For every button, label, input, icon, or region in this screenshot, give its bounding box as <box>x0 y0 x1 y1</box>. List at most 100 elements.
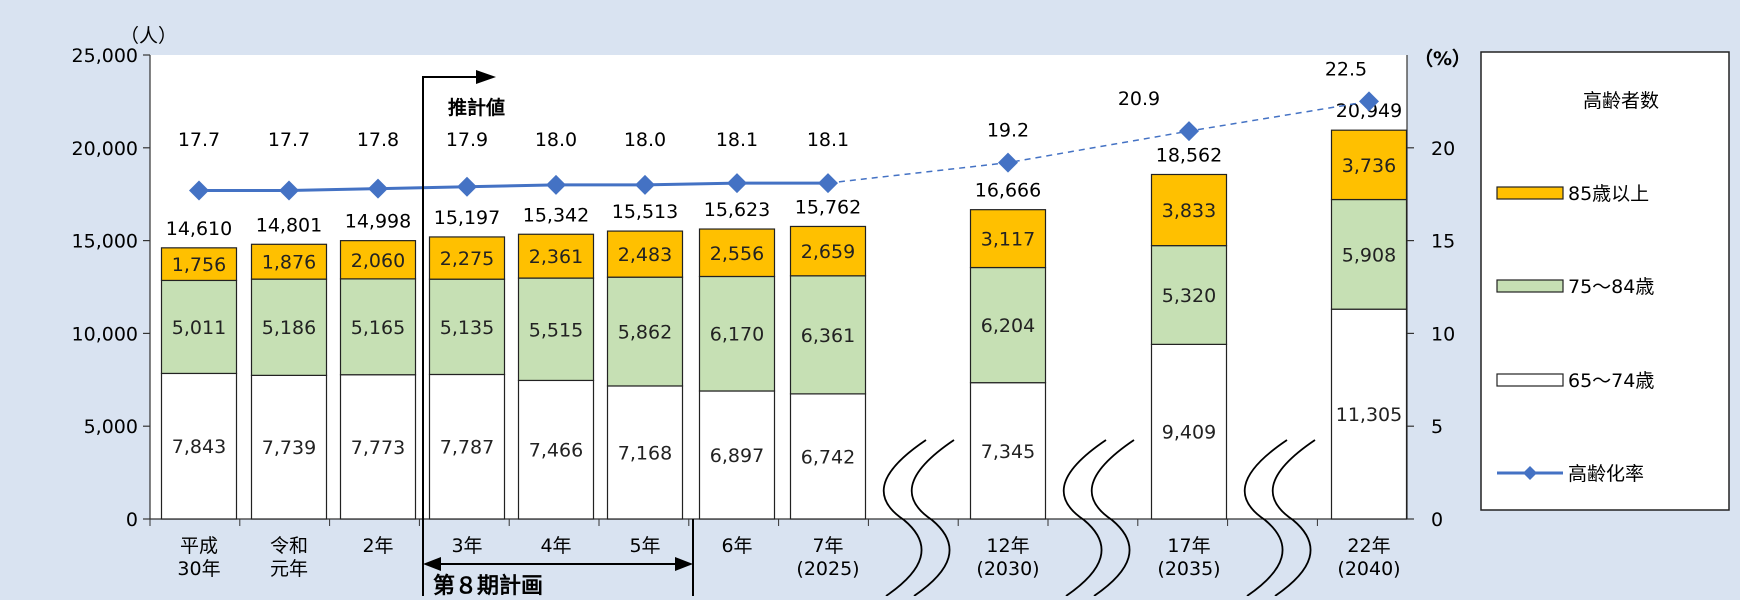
rate-marker <box>1179 121 1199 142</box>
bar-value-label: 6,204 <box>981 315 1035 337</box>
bar-segment <box>1330 129 1408 201</box>
bar-value-label: 5,135 <box>440 317 494 339</box>
rate-value-label: 17.7 <box>268 129 310 151</box>
bar-segment <box>250 278 328 376</box>
bar-value-label: 6,897 <box>710 445 764 467</box>
projection-arrow-head <box>476 70 496 84</box>
bar-total-label: 16,666 <box>975 180 1041 202</box>
rate-value-label: 20.9 <box>1118 88 1160 110</box>
axis-break-mark <box>1271 439 1316 597</box>
rate-marker <box>457 176 477 197</box>
x-category-label: 6年 <box>721 535 752 557</box>
projection-label: 推計値 <box>448 96 505 119</box>
bar-value-label: 5,862 <box>618 322 672 344</box>
x-category-label: 30年 <box>177 558 220 580</box>
y-left-unit: （人） <box>120 25 177 47</box>
bar-value-label: 6,742 <box>801 446 855 468</box>
rate-value-label: 18.0 <box>624 129 666 151</box>
bar-value-label: 5,320 <box>1162 285 1216 307</box>
bar-total-label: 14,610 <box>166 218 232 240</box>
rate-line-actual <box>199 181 828 192</box>
y-left-tick-label: 10,000 <box>72 323 138 345</box>
axis-break-mark <box>1090 439 1135 597</box>
x-category-label: 22年 <box>1347 535 1390 557</box>
bar-segment <box>1150 343 1228 520</box>
bar-segment <box>428 278 506 376</box>
y-left-tick-label: 20,000 <box>72 138 138 160</box>
axis-break-mark <box>1062 439 1107 597</box>
bar-segment <box>606 385 684 520</box>
y-right-tick-label: 20 <box>1431 138 1455 160</box>
legend-label: 65～74歳 <box>1568 370 1654 392</box>
bar-segment <box>160 372 238 520</box>
bar-segment <box>698 228 776 278</box>
bar-segment <box>1330 308 1408 520</box>
bar-segment <box>1150 245 1228 345</box>
x-category-label: 平成 <box>180 535 218 557</box>
bar-value-label: 2,060 <box>351 250 405 272</box>
bar-segment <box>606 276 684 387</box>
bar-value-label: 2,659 <box>801 241 855 263</box>
legend-swatch <box>1496 373 1564 387</box>
bar-value-label: 5,908 <box>1342 244 1396 266</box>
bar-value-label: 7,773 <box>351 437 405 459</box>
bar-value-label: 5,515 <box>529 319 583 341</box>
bar-total-label: 18,562 <box>1156 144 1222 166</box>
bar-segment <box>517 277 595 382</box>
bar-value-label: 5,186 <box>262 317 316 339</box>
rate-value-label: 18.0 <box>535 129 577 151</box>
y-left-tick-label: 0 <box>126 509 138 531</box>
bar-segment <box>789 393 867 520</box>
rate-marker <box>189 180 209 201</box>
rate-marker <box>546 174 566 195</box>
y-right-tick-label: 15 <box>1431 231 1455 253</box>
bar-value-label: 6,170 <box>710 324 764 346</box>
bar-segment <box>969 266 1047 384</box>
axis-break-mark <box>1243 439 1288 597</box>
legend-rate-marker <box>1523 466 1537 480</box>
axis-break-mark <box>910 439 955 597</box>
bar-segment <box>250 243 328 280</box>
bar-value-label: 6,361 <box>801 325 855 347</box>
rate-marker <box>727 173 747 194</box>
bar-segment <box>789 225 867 277</box>
bar-segment <box>160 247 238 282</box>
plan-period-label: 第８期計画 <box>433 573 543 596</box>
bar-total-label: 15,513 <box>612 201 678 223</box>
x-category-label: 12年 <box>986 535 1029 557</box>
x-category-label: 元年 <box>270 558 308 580</box>
y-left-tick-label: 15,000 <box>72 231 138 253</box>
x-category-label: (2025) <box>796 558 859 580</box>
rate-value-label: 17.8 <box>357 129 399 151</box>
rate-marker <box>998 152 1018 173</box>
bar-value-label: 7,466 <box>529 440 583 462</box>
y-right-unit: （%） <box>1414 47 1471 70</box>
bar-value-label: 3,833 <box>1162 200 1216 222</box>
bar-total-label: 14,801 <box>256 214 322 236</box>
rate-value-label: 19.2 <box>987 120 1029 142</box>
x-category-label: 4年 <box>540 535 571 557</box>
y-right-tick-label: 0 <box>1431 509 1443 531</box>
bar-value-label: 1,756 <box>172 254 226 276</box>
y-right-tick-label: 5 <box>1431 416 1443 438</box>
bar-segment <box>428 373 506 520</box>
x-category-label: 2年 <box>362 535 393 557</box>
bar-value-label: 7,787 <box>440 437 494 459</box>
rate-value-label: 18.1 <box>716 129 758 151</box>
bar-value-label: 7,739 <box>262 437 316 459</box>
rate-marker <box>818 173 838 194</box>
rate-value-label: 17.7 <box>178 129 220 151</box>
plan-period-arrow-left <box>423 557 441 571</box>
bar-segment <box>1330 198 1408 310</box>
bar-value-label: 2,556 <box>710 243 764 265</box>
bar-total-label: 15,623 <box>704 199 770 221</box>
x-category-label: (2035) <box>1157 558 1220 580</box>
x-category-label: 5年 <box>629 535 660 557</box>
rate-value-label: 18.1 <box>807 129 849 151</box>
x-category-label: (2030) <box>976 558 1039 580</box>
bar-total-label: 15,762 <box>795 196 861 218</box>
rate-value-label: 22.5 <box>1325 58 1367 80</box>
legend-label: 75～84歳 <box>1568 276 1654 298</box>
